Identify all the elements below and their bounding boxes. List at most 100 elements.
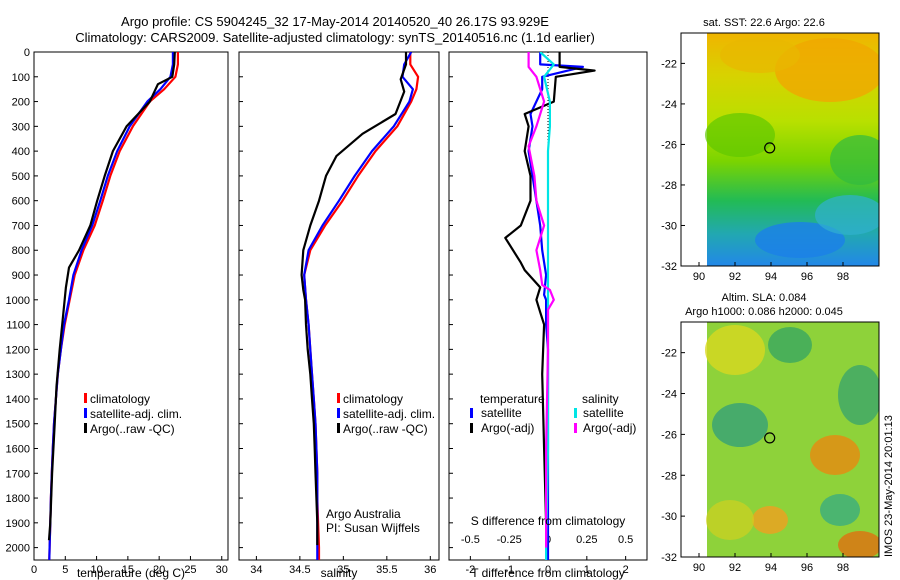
series-line-argo-adj- <box>527 52 555 548</box>
sla-map-field <box>681 322 879 557</box>
figure-title-line2: Climatology: CARS2009. Satellite-adjuste… <box>75 30 595 45</box>
difference-legend: temperature salinity satellite Argo(-adj… <box>470 392 636 435</box>
x-tick-label: 25 <box>184 564 196 576</box>
y-tick-label: 900 <box>12 270 30 282</box>
series-line-climatology <box>303 52 420 560</box>
y-tick-label: 1000 <box>6 295 30 307</box>
y-tick-label: 1400 <box>6 394 30 406</box>
map-y-tick-label: -28 <box>661 470 677 482</box>
map-y-tick-label: -22 <box>661 58 677 70</box>
series-line-argo-raw-qc- <box>300 52 408 546</box>
x-tick-label-top: -0.5 <box>461 534 480 546</box>
series-line-satellite-adj-clim- <box>303 52 414 560</box>
y-tick-label: 1500 <box>6 419 30 431</box>
legend-swatch-satellite <box>84 408 87 418</box>
sla-map-axes: 90 92 94 96 98 -22 -24 -26 -28 -30 -32 <box>661 348 849 574</box>
x-tick-label-top: 0.5 <box>618 534 633 546</box>
y-tick-label: 2000 <box>6 543 30 555</box>
y-tick-label: 500 <box>12 171 30 183</box>
sst-map-frame <box>680 32 880 267</box>
sst-map-field <box>681 33 879 266</box>
y-tick-label: 700 <box>12 220 30 232</box>
argo-position-marker <box>764 142 776 154</box>
salinity-legend: climatology satellite-adj. clim. Argo(..… <box>337 392 435 436</box>
y-tick-label: 600 <box>12 196 30 208</box>
series-line-satellite-adj-clim- <box>48 52 174 560</box>
legend-label-satellite: satellite-adj. clim. <box>90 407 182 421</box>
x-tick-label: 0 <box>545 564 551 576</box>
y-tick-label: 200 <box>12 97 30 109</box>
legend-label-argo: Argo(..raw -QC) <box>343 422 428 436</box>
x-tick-label: 15 <box>122 564 134 576</box>
x-tick-label: 2 <box>623 564 629 576</box>
legend-swatch-argo <box>337 423 340 433</box>
map-x-tick-label: 90 <box>693 562 705 574</box>
sla-map-title: Altim. SLA: 0.084 <box>722 292 807 304</box>
series-line-satellite <box>539 52 555 560</box>
salinity-xlabel: salinity <box>321 566 358 580</box>
map-x-tick-label: 94 <box>765 271 777 283</box>
sst-map-axes: 90 92 94 96 98 -22 -24 -26 -28 -30 -32 <box>661 58 849 283</box>
y-tick-label: 1700 <box>6 468 30 480</box>
credit-line2: PI: Susan Wijffels <box>326 521 420 535</box>
map-x-tick-label: 98 <box>837 562 849 574</box>
legend-swatch-t-satellite <box>470 408 473 418</box>
x-tick-label: 35 <box>337 564 349 576</box>
legend-swatch-argo <box>84 423 87 433</box>
map-x-tick-label: 92 <box>729 271 741 283</box>
legend-label-climatology: climatology <box>90 392 150 406</box>
temperature-series <box>47 52 179 560</box>
x-tick-label: 1 <box>584 564 590 576</box>
map-x-tick-label: 94 <box>765 562 777 574</box>
salinity-x-axis: 34 34.5 35 35.5 36 <box>250 556 436 576</box>
y-tick-label: 100 <box>12 72 30 84</box>
figure-title-line1: Argo profile: CS 5904245_32 17-May-2014 … <box>121 14 549 29</box>
x-tick-label: -1 <box>504 564 514 576</box>
depth-axis: 0 100 200 300 400 500 600 700 800 900 1000 1100 1200… <box>6 47 453 555</box>
temperature-xlabel: temperature (deg C) <box>77 566 185 580</box>
y-tick-label: 300 <box>12 121 30 133</box>
credit-line1: Argo Australia <box>326 507 401 521</box>
salinity-series <box>300 52 420 560</box>
y-tick-label: 800 <box>12 245 30 257</box>
map-y-tick-label: -30 <box>661 511 677 523</box>
map-x-tick-label: 96 <box>801 271 813 283</box>
x-tick-label: 20 <box>153 564 165 576</box>
y-tick-label: 1900 <box>6 518 30 530</box>
temperature-legend: climatology satellite-adj. clim. Argo(..… <box>84 392 182 436</box>
y-tick-label: 1300 <box>6 369 30 381</box>
y-tick-label: 400 <box>12 146 30 158</box>
difference-x-axis: -2 -1 0 1 2-0.5 -0.25 0 0.25 0.5 <box>461 534 633 576</box>
legend-swatch-s-satellite <box>574 408 577 418</box>
map-x-tick-label: 96 <box>801 562 813 574</box>
legend-title-temperature: temperature <box>480 392 545 406</box>
x-tick-label: -2 <box>465 564 475 576</box>
imos-timestamp: IMOS 23-May-2014 20:01:13 <box>883 415 895 557</box>
series-line-argo-raw-qc- <box>47 52 176 541</box>
map-y-tick-label: -24 <box>661 99 677 111</box>
legend-title-salinity: salinity <box>582 392 619 406</box>
y-tick-label: 1800 <box>6 493 30 505</box>
difference-xlabel: T difference from climatology <box>471 566 625 580</box>
map-y-tick-label: -30 <box>661 220 677 232</box>
legend-swatch-s-argo <box>574 423 577 433</box>
legend-label-s-argo: Argo(-adj) <box>583 421 636 435</box>
map-y-tick-label: -24 <box>661 389 677 401</box>
y-tick-label: 1600 <box>6 443 30 455</box>
y-tick-label: 0 <box>24 47 30 59</box>
map-x-tick-label: 92 <box>729 562 741 574</box>
temperature-x-axis: 0 5 10 15 20 25 30 <box>31 556 228 576</box>
y-tick-label: 1100 <box>6 320 30 332</box>
map-y-tick-label: -32 <box>661 261 677 273</box>
x-tick-label: 30 <box>216 564 228 576</box>
x-tick-label: 5 <box>62 564 68 576</box>
salinity-plot-frame <box>238 51 440 561</box>
map-y-tick-label: -28 <box>661 180 677 192</box>
difference-xlabel-top: S difference from climatology <box>471 514 626 528</box>
map-y-tick-label: -22 <box>661 348 677 360</box>
legend-swatch-t-argo <box>470 423 473 433</box>
legend-swatch-climatology <box>84 393 87 403</box>
x-tick-label: 34.5 <box>289 564 310 576</box>
sla-map-frame <box>680 321 880 558</box>
